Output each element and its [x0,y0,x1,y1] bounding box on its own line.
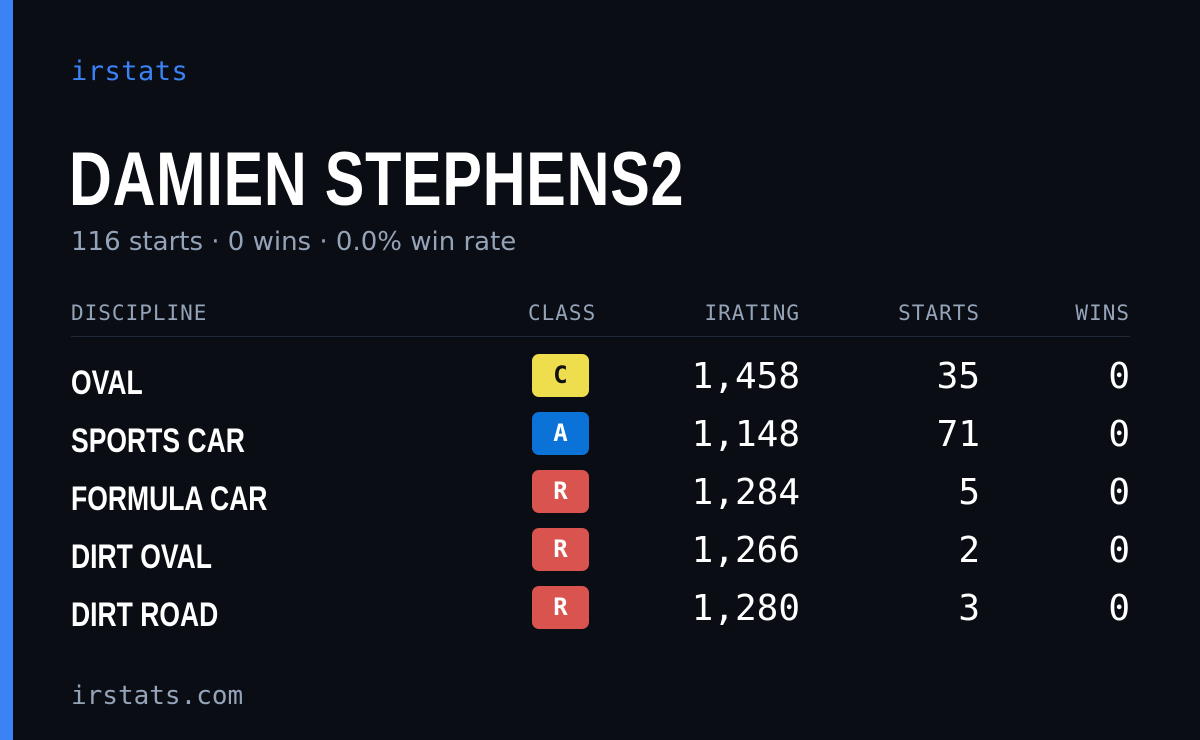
brand-logo[interactable]: irstats [71,56,189,87]
starts-value: 2 [958,530,980,571]
wins-value: 0 [1108,414,1130,455]
footer-url[interactable]: irstats.com [71,681,244,711]
class-badge: R [532,470,589,513]
irating-value: 1,148 [691,414,800,455]
driver-name: DAMIEN STEPHENS2 [69,137,685,222]
discipline-name: DIRT ROAD [71,596,219,634]
starts-value: 3 [958,588,980,629]
column-header-discipline: DISCIPLINE [71,301,208,325]
discipline-name: FORMULA CAR [71,480,268,518]
wins-value: 0 [1108,530,1130,571]
class-badge: R [532,528,589,571]
header-divider [71,336,1130,337]
column-header-wins: WINS [1075,301,1130,325]
column-header-class: CLASS [528,301,597,325]
table-row: FORMULA CAR R 1,284 5 0 [0,470,1200,528]
table-row: DIRT OVAL R 1,266 2 0 [0,528,1200,586]
wins-value: 0 [1108,356,1130,397]
column-header-starts: STARTS [898,301,980,325]
irating-value: 1,284 [691,472,800,513]
irating-value: 1,266 [691,530,800,571]
starts-value: 35 [936,356,980,397]
discipline-name: OVAL [71,364,143,402]
wins-value: 0 [1108,472,1130,513]
irating-value: 1,280 [691,588,800,629]
column-header-irating: IRATING [704,301,800,325]
class-badge: A [532,412,589,455]
starts-value: 71 [936,414,980,455]
accent-bar [0,0,13,740]
driver-summary: 116 starts · 0 wins · 0.0% win rate [71,227,517,257]
table-row: SPORTS CAR A 1,148 71 0 [0,412,1200,470]
class-badge: R [532,586,589,629]
discipline-name: SPORTS CAR [71,422,245,460]
wins-value: 0 [1108,588,1130,629]
starts-value: 5 [958,472,980,513]
discipline-name: DIRT OVAL [71,538,212,576]
class-badge: C [532,354,589,397]
table-row: OVAL C 1,458 35 0 [0,354,1200,412]
irating-value: 1,458 [691,356,800,397]
table-row: DIRT ROAD R 1,280 3 0 [0,586,1200,644]
